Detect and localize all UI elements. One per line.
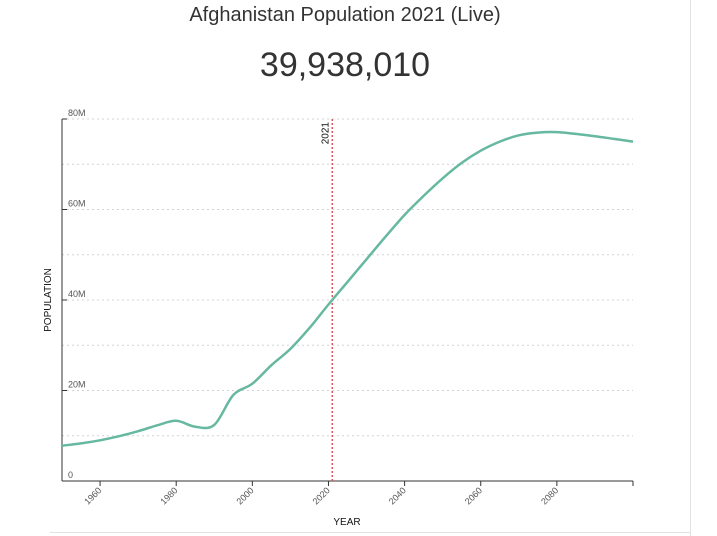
y-tick-label: 20M — [68, 380, 86, 390]
panel-bottom-border — [50, 532, 691, 533]
y-tick-label: 40M — [68, 289, 86, 299]
chart-title: Afghanistan Population 2021 (Live) — [189, 4, 501, 26]
y-axis-title: POPULATION — [43, 268, 54, 332]
population-series-line — [61, 130, 634, 447]
x-tick-label: 2000 — [235, 485, 256, 506]
x-tick-label: 2040 — [387, 485, 408, 506]
marker-label: 2021 — [320, 122, 331, 145]
axes: 0 20M 40M 60M 80M 1960 1980 2000 2020 2040 2060 208… — [61, 108, 634, 507]
x-tick-label: 2020 — [311, 485, 332, 506]
x-tick-label: 2080 — [539, 485, 560, 506]
live-population-counter: 39,938,010 — [259, 46, 431, 84]
x-tick-label: 2060 — [463, 485, 484, 506]
x-tick-label: 1980 — [158, 485, 179, 506]
series-layer — [61, 130, 634, 447]
y-tick-label: 80M — [68, 108, 86, 118]
x-axis-title: YEAR — [333, 517, 360, 528]
panel-right-border — [690, 0, 691, 536]
y-tick-label: 0 — [68, 470, 73, 480]
x-tick-label: 1960 — [82, 485, 103, 506]
y-tick-label: 60M — [68, 199, 86, 209]
grid-lines — [62, 118, 633, 437]
